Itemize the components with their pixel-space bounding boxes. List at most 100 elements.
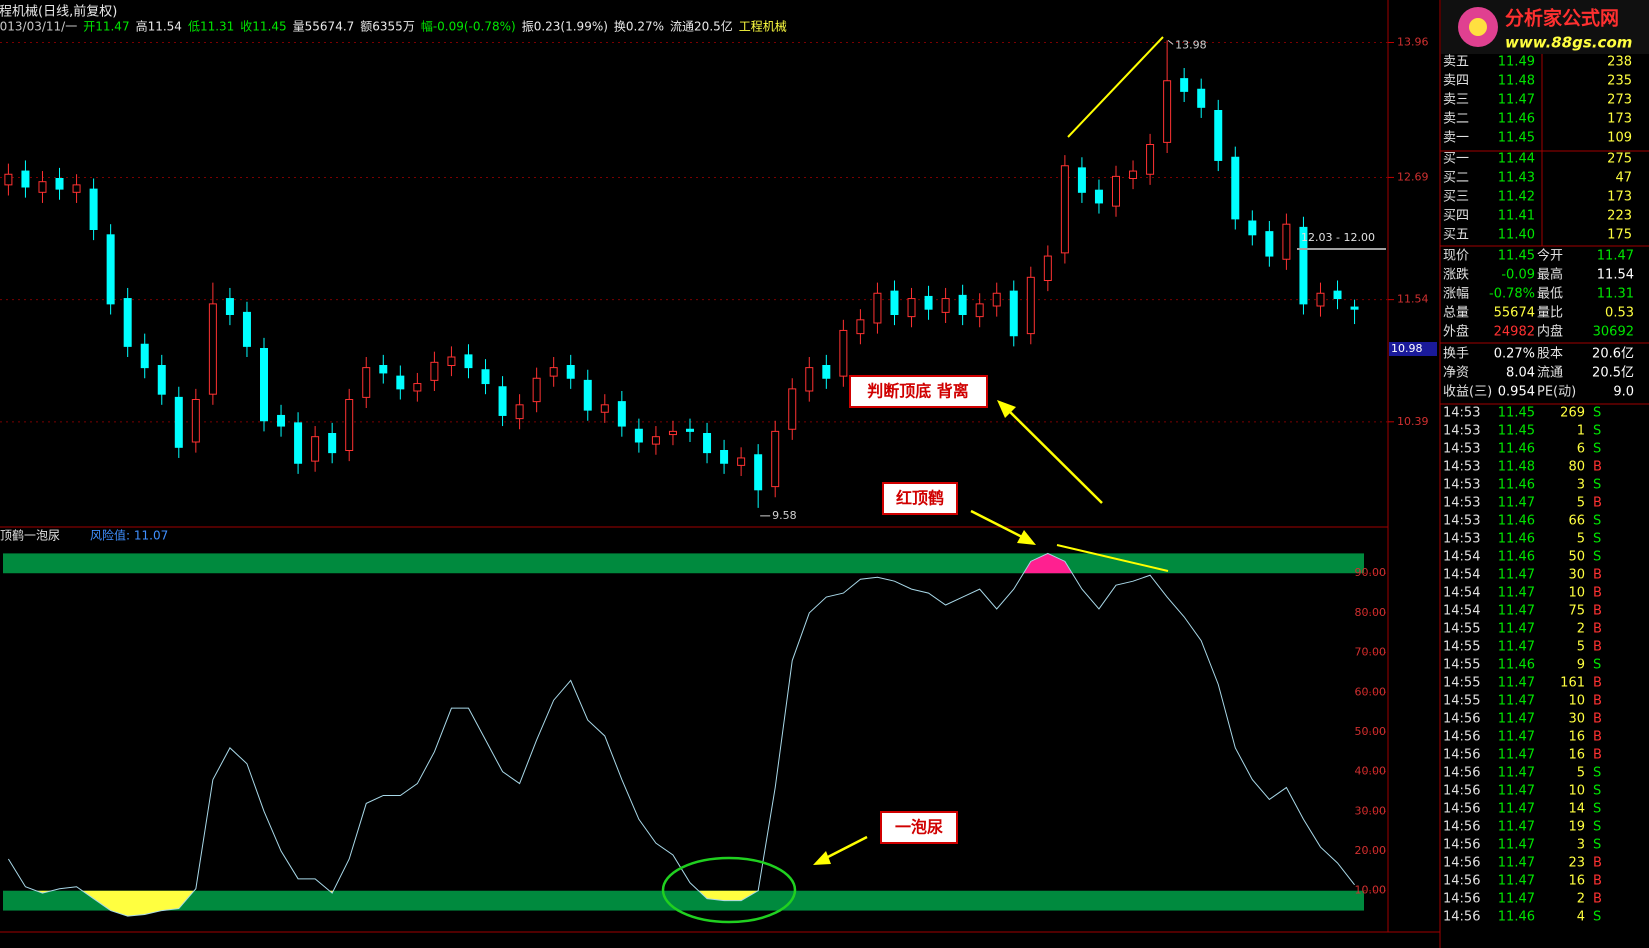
y-tick-label: 70.00 [1355,646,1387,659]
tick-time: 14:53 [1443,460,1480,475]
tick-price: 11.46 [1498,478,1535,493]
candle-body [1009,290,1018,337]
y-tick-label: 40.00 [1355,765,1387,778]
tick-volume: 2 [1577,892,1585,907]
tick-price: 11.45 [1498,424,1535,439]
tick-side: S [1593,910,1601,925]
tick-side: S [1593,658,1601,673]
tick-time: 14:53 [1443,514,1480,529]
stat-value: 11.31 [1597,287,1634,302]
candle-body [55,178,64,190]
tick-price: 11.47 [1498,622,1535,637]
stat-value: 20.6亿 [1592,347,1634,362]
tick-time: 14:53 [1443,442,1480,457]
candle-body [907,298,916,318]
annotation: 红顶鹤 [896,489,944,508]
tick-price: 11.46 [1498,442,1535,457]
stat-value: 11.45 [1498,249,1535,264]
tick-side: S [1593,478,1601,493]
candle-body [651,436,660,445]
candle-body [1248,220,1257,236]
candle-body [21,170,30,188]
tick-price: 11.47 [1498,748,1535,763]
candle-body [873,292,882,324]
candle-body [464,354,473,369]
candle-body [992,292,1001,307]
stat-value: 0.27% [1494,347,1535,362]
book-label: 买三 [1443,190,1469,205]
tick-price: 11.46 [1498,532,1535,547]
book-label: 买五 [1443,228,1469,243]
y-tick-label: 13.96 [1397,36,1429,49]
tick-volume: 66 [1568,514,1585,529]
candle-body [396,375,405,390]
candle-body [174,396,183,448]
candle-body [260,348,268,422]
tick-side: S [1593,442,1601,457]
book-volume: 223 [1607,209,1632,224]
book-label: 买四 [1443,209,1469,224]
book-price: 11.48 [1498,74,1535,89]
stat-value: 0.53 [1605,306,1634,321]
zone-band [3,553,1364,574]
candle-body [1350,306,1359,310]
tick-side: S [1593,550,1601,565]
tick-time: 14:56 [1443,856,1480,871]
arrow-head [1017,530,1036,545]
tick-volume: 6 [1577,442,1585,457]
tick-time: 14:56 [1443,730,1480,745]
candle-body [1282,223,1291,260]
candle-body [1060,165,1069,254]
tick-volume: 16 [1568,748,1585,763]
candle-body [1316,292,1325,307]
tick-volume: 3 [1577,478,1585,493]
candle-body [328,433,337,454]
arrow-head [997,400,1016,418]
tick-price: 11.47 [1498,694,1535,709]
candle-body [191,399,200,443]
quote-item: 换0.27% [614,20,664,34]
tick-volume: 30 [1568,568,1585,583]
stat-value: 11.54 [1597,268,1634,283]
tick-price: 11.47 [1498,586,1535,601]
book-price: 11.47 [1498,93,1535,108]
candle-body [975,303,984,318]
book-label: 卖四 [1443,74,1469,89]
max-label: 13.98 [1175,38,1207,51]
tick-side: S [1593,784,1601,799]
stat-value: 11.47 [1597,249,1634,264]
tick-side: B [1593,712,1602,727]
tick-time: 14:54 [1443,550,1480,565]
tick-volume: 23 [1568,856,1585,871]
tick-side: B [1593,856,1602,871]
stat-label: 内盘 [1537,324,1563,340]
annotation-box [849,375,988,408]
tick-volume: 19 [1568,820,1585,835]
tick-volume: 16 [1568,730,1585,745]
stat-label: 股本 [1537,347,1563,362]
book-label: 买一 [1443,152,1469,167]
candle-body [549,367,558,377]
candle-body [294,422,303,464]
candle-body [771,430,780,488]
tick-price: 11.48 [1498,460,1535,475]
candle-body [157,365,166,395]
tick-side: B [1593,676,1602,691]
candle-body [839,329,848,377]
book-price: 11.44 [1498,152,1535,167]
candle-body [1112,175,1120,207]
candle-body [805,367,814,392]
stat-label: 今开 [1537,248,1563,264]
tick-side: B [1593,568,1602,583]
book-label: 卖五 [1443,55,1469,70]
tick-price: 11.47 [1498,496,1535,511]
y-tick-label: 80.00 [1355,606,1387,619]
tick-volume: 30 [1568,712,1585,727]
candle-body [1043,255,1052,281]
candle-body [668,430,677,436]
zone-band [3,890,1364,911]
tick-price: 11.47 [1498,874,1535,889]
tick-volume: 10 [1568,784,1585,799]
